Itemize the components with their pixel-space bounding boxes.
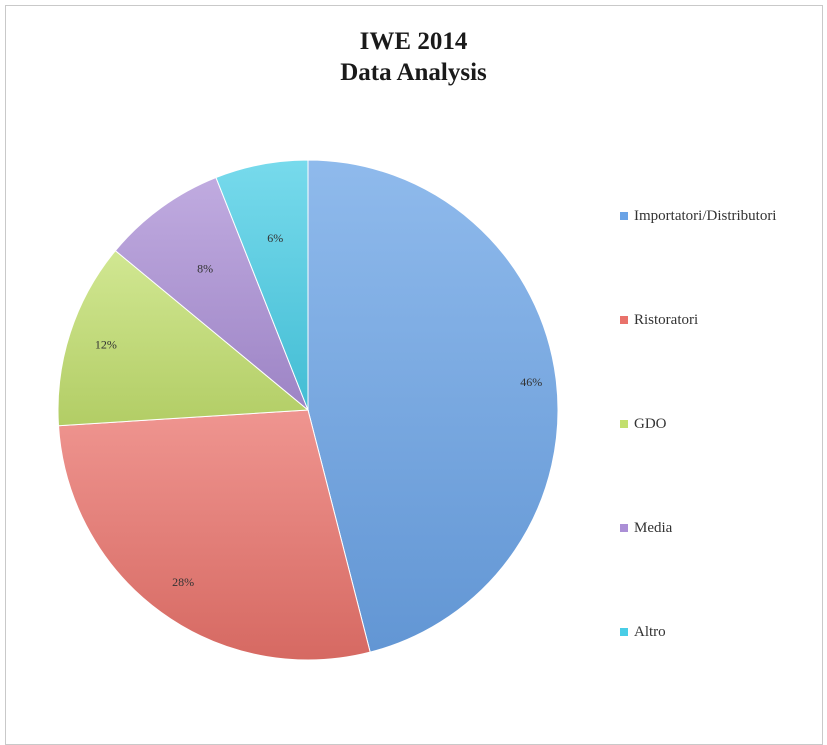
chart-title-line-2: Data Analysis: [340, 59, 487, 86]
legend-swatch: [620, 420, 628, 428]
pie-slice-altro: [215, 159, 309, 411]
legend-item-gdo: GDO: [620, 415, 667, 433]
data-label-ristoratori: 28%: [172, 575, 194, 589]
legend-item-importatori-distributori: Importatori/Distributori: [620, 207, 776, 225]
legend-item-altro: Altro: [620, 623, 666, 641]
legend-label: Media: [634, 519, 673, 536]
legend-label: Importatori/Distributori: [634, 207, 777, 224]
pie-slice-gdo: [57, 249, 310, 427]
legend-label: GDO: [634, 415, 667, 432]
chart-title-line-1: IWE 2014: [359, 28, 468, 55]
legend-item-media: Media: [620, 519, 672, 537]
legend-swatch: [620, 524, 628, 532]
legend-swatch: [620, 628, 628, 636]
pie-slice-ristoratori: [57, 409, 371, 661]
pie-slice-media: [114, 176, 309, 411]
legend-label: Ristoratori: [634, 311, 699, 328]
legend-item-ristoratori: Ristoratori: [620, 311, 698, 329]
legend-swatch: [620, 316, 628, 324]
data-label-importatori-distributori: 46%: [520, 375, 542, 389]
data-label-media: 8%: [197, 261, 213, 275]
pie-slice-importatori-distributori: [307, 159, 559, 653]
legend-swatch: [620, 212, 628, 220]
data-label-gdo: 12%: [95, 337, 117, 351]
legend-label: Altro: [634, 623, 666, 640]
data-label-altro: 6%: [267, 231, 283, 245]
